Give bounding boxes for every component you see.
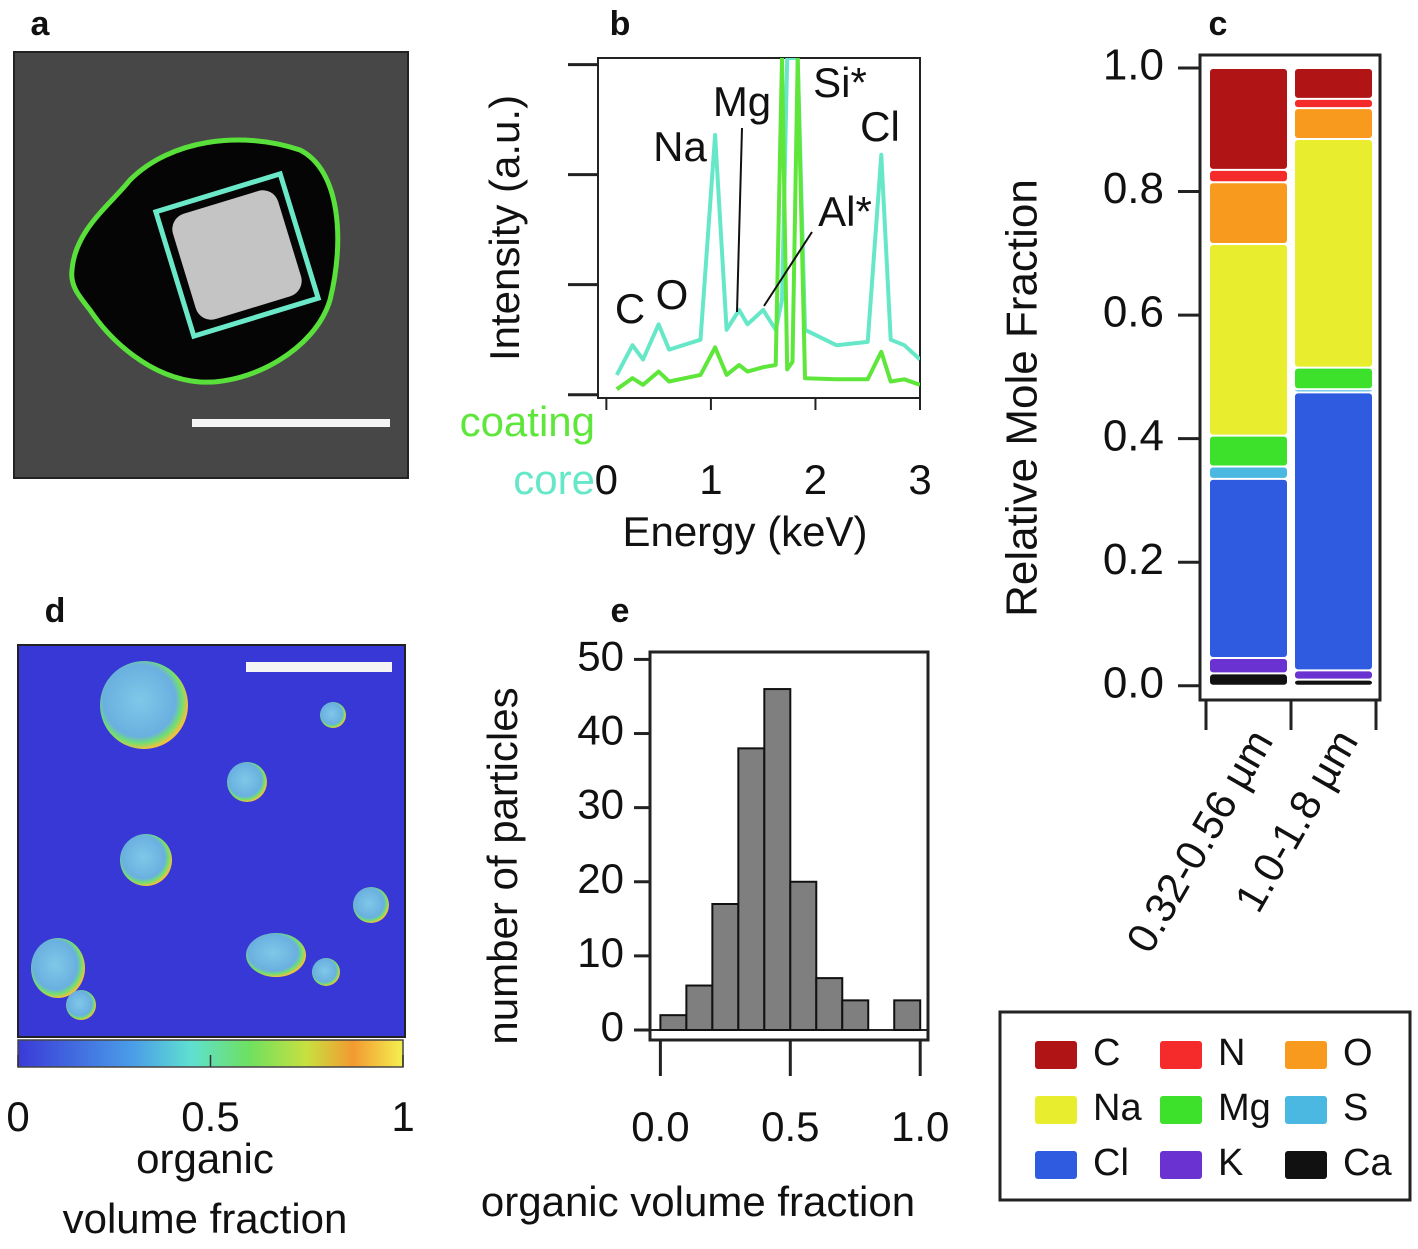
y-axis-label: number of particles — [479, 687, 526, 1044]
plot-frame — [597, 57, 921, 399]
histogram-bar — [659, 1014, 688, 1031]
y-tick-label: 0.6 — [1103, 288, 1164, 337]
y-tick-label: 40 — [577, 707, 624, 754]
legend-label: core — [513, 456, 595, 503]
x-tick-label: 3 — [908, 456, 931, 503]
legend-swatch — [1285, 1151, 1327, 1179]
legend-label: K — [1218, 1142, 1243, 1184]
y-tick-label: 30 — [577, 781, 624, 828]
bar-segment — [1295, 390, 1372, 392]
y-tick-label: 10 — [577, 929, 624, 976]
colorbar-tick-label: 0 — [6, 1093, 29, 1140]
histogram-bar — [763, 688, 792, 1031]
spectrum-line — [615, 58, 920, 391]
peak-label: O — [656, 271, 689, 318]
peak-label: Cl — [860, 103, 900, 150]
bar-segment — [1295, 109, 1372, 139]
bar-segment — [1210, 479, 1287, 657]
x-tick-label: 0.5 — [761, 1103, 819, 1150]
panel-label: b — [610, 5, 631, 43]
legend-swatch — [1035, 1151, 1077, 1179]
bar-segment — [1295, 680, 1372, 685]
bar-segment — [1295, 393, 1372, 670]
legend-swatch — [1035, 1041, 1077, 1069]
y-axis-label: Intensity (a.u.) — [481, 95, 528, 361]
bar-segment — [1210, 170, 1287, 182]
x-tick-label: 2 — [804, 456, 827, 503]
colorbar-label: volume fraction — [63, 1195, 348, 1242]
legend-label: S — [1343, 1087, 1368, 1129]
peak-label: Al* — [818, 188, 872, 235]
legend-label: Ca — [1343, 1142, 1392, 1184]
plot-area — [615, 58, 920, 391]
legend-swatch — [1285, 1041, 1327, 1069]
legend-label: Cl — [1093, 1142, 1129, 1184]
x-tick-label: 0 — [595, 456, 618, 503]
bar-segment — [1295, 368, 1372, 389]
y-tick-label: 20 — [577, 855, 624, 902]
x-axis-label: Energy (keV) — [622, 508, 867, 555]
y-tick-label: 0.0 — [1103, 658, 1164, 707]
y-tick-label: 0.4 — [1103, 411, 1164, 460]
y-tick-label: 0.2 — [1103, 535, 1164, 584]
x-tick-label: 1 — [699, 456, 722, 503]
bar-segment — [1210, 674, 1287, 685]
x-tick-label: 1.0 — [891, 1103, 949, 1150]
y-tick-label: 1.0 — [1103, 41, 1164, 90]
micrograph-a — [13, 51, 409, 479]
legend-swatch — [1160, 1096, 1202, 1124]
panel-label: c — [1209, 5, 1228, 43]
histogram-bar — [685, 984, 714, 1031]
legend-label: Mg — [1218, 1087, 1271, 1129]
peak-label: C — [615, 285, 645, 332]
x-tick-label: 0.0 — [631, 1103, 689, 1150]
bar-segment — [1295, 99, 1372, 108]
legend-label: O — [1343, 1032, 1373, 1074]
bar-segment — [1295, 140, 1372, 367]
legend-swatch — [1160, 1041, 1202, 1069]
bar-segment — [1210, 245, 1287, 435]
colorbar-label: organic — [136, 1135, 274, 1182]
leader-line — [763, 231, 813, 307]
legend-label: coating — [460, 398, 595, 445]
colorbar-tick-label: 0.5 — [181, 1093, 239, 1140]
y-tick-label: 50 — [577, 633, 624, 680]
y-tick-label: 0 — [601, 1003, 624, 1050]
legend-label: Na — [1093, 1087, 1142, 1129]
y-tick-label: 0.8 — [1103, 164, 1164, 213]
y-axis-label: Relative Mole Fraction — [998, 179, 1047, 617]
histogram-bar — [841, 999, 870, 1031]
bar-segment — [1210, 183, 1287, 244]
histogram-bar — [711, 902, 740, 1031]
legend-swatch — [1035, 1096, 1077, 1124]
bar-segment — [1210, 467, 1287, 478]
histogram-bar — [737, 747, 766, 1031]
plot-frame — [648, 650, 930, 1042]
leader-line — [736, 127, 743, 313]
legend-label: N — [1218, 1032, 1245, 1074]
histogram-bar — [815, 977, 844, 1031]
bar-segment — [1295, 68, 1372, 98]
legend-label: C — [1093, 1032, 1120, 1074]
histogram-bar — [789, 880, 818, 1031]
x-axis-label: organic volume fraction — [481, 1178, 915, 1225]
panel-label: e — [611, 592, 630, 630]
panel-label: d — [45, 592, 66, 630]
bar-segment — [1210, 658, 1287, 673]
panel-label: a — [31, 5, 51, 43]
bar-segment — [1295, 671, 1372, 679]
colorbar-tick-label: 1 — [391, 1093, 414, 1140]
histogram-bar — [893, 999, 922, 1031]
bar-segment — [1210, 436, 1287, 466]
map-d — [17, 644, 406, 1068]
peak-label: Si* — [813, 59, 867, 106]
legend-swatch — [1285, 1096, 1327, 1124]
bar-segment — [1210, 68, 1287, 169]
plot-frame — [1198, 53, 1382, 702]
legend-swatch — [1160, 1151, 1202, 1179]
peak-label: Mg — [713, 78, 771, 125]
peak-label: Na — [653, 123, 707, 170]
